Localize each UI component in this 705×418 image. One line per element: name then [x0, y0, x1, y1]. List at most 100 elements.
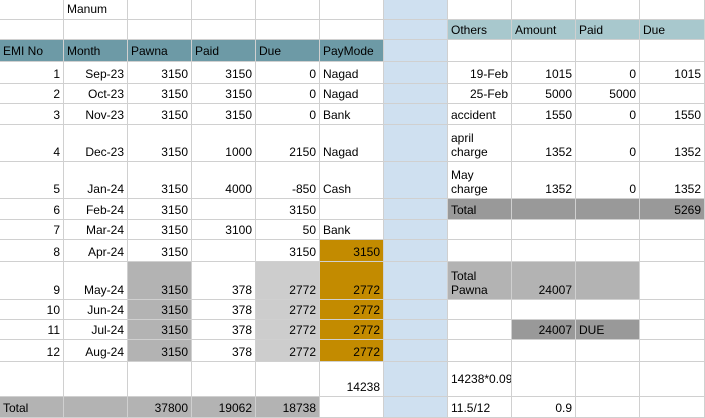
cell-blank[interactable] — [640, 300, 705, 320]
due-cell[interactable]: 3150 — [256, 199, 320, 220]
cell-blank[interactable] — [576, 0, 640, 20]
emi-no-cell[interactable]: 7 — [0, 220, 64, 240]
cell-blank[interactable] — [128, 20, 192, 40]
cell-blank[interactable] — [448, 300, 512, 320]
paid-cell[interactable]: 3150 — [192, 62, 256, 84]
pawna-cell[interactable]: 3150 — [128, 300, 192, 320]
cell-blank-blue[interactable] — [384, 62, 448, 84]
others-paid-cell[interactable]: 0 — [576, 104, 640, 125]
others-name-cell[interactable]: May charge — [448, 162, 512, 199]
cell-blank[interactable] — [576, 40, 640, 62]
total-pawna-label[interactable]: Total Pawna — [448, 262, 512, 300]
paymode-cell[interactable]: Cash — [320, 162, 384, 199]
cell-blank[interactable] — [640, 397, 705, 418]
cell-blank[interactable] — [128, 0, 192, 20]
paymode-cell[interactable] — [320, 199, 384, 220]
others-total-label[interactable]: Total — [448, 199, 512, 220]
cell-blank[interactable] — [512, 40, 576, 62]
cell-blank-blue[interactable] — [384, 320, 448, 340]
cell-blank[interactable] — [512, 362, 576, 397]
cell-blank[interactable] — [64, 397, 128, 418]
cell-blank[interactable] — [448, 40, 512, 62]
manum-label[interactable]: Manum — [64, 0, 128, 20]
month-cell[interactable]: Dec-23 — [64, 125, 128, 162]
cell-blank-blue[interactable] — [384, 104, 448, 125]
paid-cell[interactable]: 3150 — [192, 84, 256, 104]
cell-blank[interactable] — [256, 20, 320, 40]
emi-no-cell[interactable]: 3 — [0, 104, 64, 125]
pawna-cell[interactable]: 3150 — [128, 125, 192, 162]
emi-no-cell[interactable]: 8 — [0, 240, 64, 262]
cell-blank[interactable] — [512, 240, 576, 262]
total-pawna[interactable]: 37800 — [128, 397, 192, 418]
due-cell[interactable]: 0 — [256, 104, 320, 125]
pawna-cell[interactable]: 3150 — [128, 162, 192, 199]
paymode-sum-cell[interactable]: 14238 — [320, 362, 384, 397]
header-paid[interactable]: Paid — [192, 40, 256, 62]
others-header-others[interactable]: Others — [448, 20, 512, 40]
others-name-cell[interactable]: accident — [448, 104, 512, 125]
total-pawna-value[interactable]: 24007 — [512, 262, 576, 300]
paymode-cell[interactable]: Nagad — [320, 125, 384, 162]
month-cell[interactable]: Mar-24 — [64, 220, 128, 240]
cell-blank[interactable] — [256, 0, 320, 20]
cell-blank-blue[interactable] — [384, 40, 448, 62]
others-due-cell[interactable] — [640, 84, 705, 104]
cell-blank[interactable] — [576, 199, 640, 220]
cell-blank-blue[interactable] — [384, 84, 448, 104]
emi-no-cell[interactable]: 10 — [0, 300, 64, 320]
others-due-cell[interactable]: 1352 — [640, 162, 705, 199]
paymode-cell[interactable]: Bank — [320, 220, 384, 240]
paid-cell[interactable]: 3150 — [192, 104, 256, 125]
others-paid-cell[interactable]: 0 — [576, 162, 640, 199]
cell-blank[interactable] — [512, 0, 576, 20]
cell-blank[interactable] — [640, 320, 705, 340]
month-cell[interactable]: Aug-24 — [64, 340, 128, 362]
others-total-due[interactable]: 5269 — [640, 199, 705, 220]
cell-blank[interactable] — [512, 199, 576, 220]
cell-blank[interactable] — [0, 0, 64, 20]
cell-blank-blue[interactable] — [384, 240, 448, 262]
cell-blank[interactable] — [640, 0, 705, 20]
month-cell[interactable]: Jul-24 — [64, 320, 128, 340]
paymode-cell[interactable]: 2772 — [320, 300, 384, 320]
month-cell[interactable]: Nov-23 — [64, 104, 128, 125]
others-amount-cell[interactable]: 1015 — [512, 62, 576, 84]
pawna-cell[interactable]: 3150 — [128, 262, 192, 300]
others-name-cell[interactable]: 25-Feb — [448, 84, 512, 104]
cell-blank-blue[interactable] — [384, 162, 448, 199]
total-paid[interactable]: 19062 — [192, 397, 256, 418]
due-cell[interactable]: -850 — [256, 162, 320, 199]
cell-blank[interactable] — [0, 20, 64, 40]
cell-blank[interactable] — [256, 362, 320, 397]
paid-cell[interactable]: 1000 — [192, 125, 256, 162]
cell-blank[interactable] — [576, 240, 640, 262]
month-cell[interactable]: Feb-24 — [64, 199, 128, 220]
cell-blank[interactable] — [64, 362, 128, 397]
others-header-amount[interactable]: Amount — [512, 20, 576, 40]
others-due-cell[interactable]: 1352 — [640, 125, 705, 162]
cell-blank[interactable] — [448, 320, 512, 340]
due-cell[interactable]: 2772 — [256, 262, 320, 300]
cell-blank[interactable] — [640, 220, 705, 240]
cell-blank[interactable] — [512, 220, 576, 240]
due-cell[interactable]: 2150 — [256, 125, 320, 162]
paid-cell[interactable]: 378 — [192, 300, 256, 320]
cell-blank[interactable] — [576, 340, 640, 362]
paymode-cell[interactable]: Nagad — [320, 84, 384, 104]
others-amount-cell[interactable]: 1352 — [512, 162, 576, 199]
due-cell[interactable]: 0 — [256, 62, 320, 84]
cell-blank[interactable] — [448, 240, 512, 262]
total-label[interactable]: Total — [0, 397, 64, 418]
due-cell[interactable]: 0 — [256, 84, 320, 104]
paid-cell[interactable] — [192, 240, 256, 262]
header-paymode[interactable]: PayMode — [320, 40, 384, 62]
pawna-cell[interactable]: 3150 — [128, 104, 192, 125]
header-pawna[interactable]: Pawna — [128, 40, 192, 62]
cell-blank[interactable] — [576, 397, 640, 418]
cell-blank[interactable] — [64, 20, 128, 40]
cell-blank[interactable] — [192, 362, 256, 397]
others-header-paid[interactable]: Paid — [576, 20, 640, 40]
others-due-cell[interactable]: 1015 — [640, 62, 705, 84]
pawna-cell[interactable]: 3150 — [128, 62, 192, 84]
